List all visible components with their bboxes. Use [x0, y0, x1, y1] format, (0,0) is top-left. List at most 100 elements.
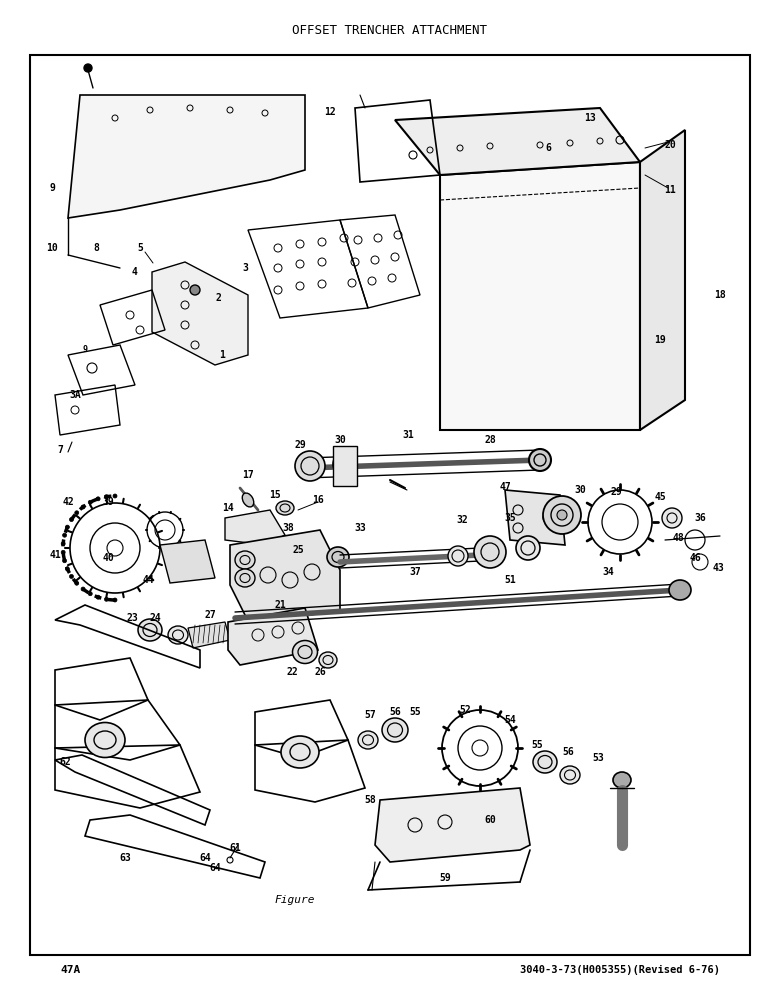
Text: 47: 47 [499, 482, 511, 492]
Ellipse shape [327, 547, 349, 567]
Text: 35: 35 [504, 513, 516, 523]
Ellipse shape [295, 451, 325, 481]
Text: 55: 55 [410, 707, 421, 717]
Ellipse shape [557, 510, 567, 520]
Text: 30: 30 [334, 435, 346, 445]
Polygon shape [188, 622, 230, 648]
Text: 17: 17 [242, 470, 254, 480]
Text: 51: 51 [504, 575, 516, 585]
Polygon shape [160, 540, 215, 583]
Ellipse shape [516, 536, 540, 560]
Ellipse shape [613, 772, 631, 788]
Text: 43: 43 [712, 563, 724, 573]
Text: 22: 22 [286, 667, 298, 677]
Text: 47A: 47A [60, 965, 80, 975]
Circle shape [88, 592, 92, 596]
Ellipse shape [276, 501, 294, 515]
Circle shape [81, 587, 85, 591]
Text: 7: 7 [57, 445, 63, 455]
Polygon shape [375, 788, 530, 862]
Ellipse shape [662, 508, 682, 528]
Circle shape [84, 64, 92, 72]
Text: 13: 13 [584, 113, 596, 123]
Text: 3040-3-73(H005355)(Revised 6-76): 3040-3-73(H005355)(Revised 6-76) [520, 965, 720, 975]
Text: 42: 42 [62, 497, 74, 507]
Circle shape [75, 581, 79, 585]
Text: 11: 11 [664, 185, 676, 195]
Ellipse shape [543, 496, 581, 534]
Text: 23: 23 [126, 613, 138, 623]
Text: 57: 57 [364, 710, 376, 720]
Text: 33: 33 [354, 523, 366, 533]
Text: 8: 8 [93, 243, 99, 253]
Text: 37: 37 [410, 567, 421, 577]
Ellipse shape [292, 641, 317, 664]
Text: 24: 24 [149, 613, 161, 623]
Text: 48: 48 [672, 533, 684, 543]
Ellipse shape [243, 493, 254, 507]
Text: 29: 29 [610, 487, 622, 497]
Ellipse shape [168, 626, 188, 644]
Text: 25: 25 [292, 545, 304, 555]
Text: 61: 61 [229, 843, 241, 853]
Text: 1: 1 [219, 350, 225, 360]
Circle shape [66, 567, 69, 571]
Circle shape [62, 559, 66, 563]
Ellipse shape [358, 731, 378, 749]
Ellipse shape [333, 452, 357, 476]
Circle shape [96, 497, 100, 501]
Text: 40: 40 [102, 553, 114, 563]
Text: 15: 15 [269, 490, 281, 500]
Text: 52: 52 [459, 705, 471, 715]
Circle shape [61, 550, 66, 554]
Circle shape [66, 525, 69, 529]
Text: 5: 5 [137, 243, 143, 253]
Text: 26: 26 [314, 667, 326, 677]
Polygon shape [230, 530, 340, 625]
Circle shape [105, 495, 108, 499]
Text: 56: 56 [389, 707, 401, 717]
Text: 10: 10 [46, 243, 58, 253]
Ellipse shape [85, 722, 125, 758]
Circle shape [113, 494, 117, 498]
Polygon shape [640, 130, 685, 430]
Text: 46: 46 [689, 553, 701, 563]
Text: 18: 18 [714, 290, 726, 300]
Text: 58: 58 [364, 795, 376, 805]
Polygon shape [228, 608, 318, 665]
Text: 3: 3 [242, 263, 248, 273]
Ellipse shape [319, 652, 337, 668]
Polygon shape [440, 162, 640, 430]
Text: 9: 9 [83, 346, 87, 355]
Ellipse shape [382, 718, 408, 742]
Text: OFFSET TRENCHER ATTACHMENT: OFFSET TRENCHER ATTACHMENT [292, 23, 488, 36]
Text: 32: 32 [456, 515, 468, 525]
Circle shape [113, 598, 117, 602]
Text: 62: 62 [59, 757, 71, 767]
Text: 44: 44 [142, 575, 154, 585]
Ellipse shape [138, 619, 162, 641]
Text: 2: 2 [215, 293, 221, 303]
Ellipse shape [281, 736, 319, 768]
Polygon shape [333, 446, 357, 486]
Circle shape [190, 285, 200, 295]
Ellipse shape [533, 751, 557, 773]
Text: 29: 29 [294, 440, 306, 450]
Text: 64: 64 [209, 863, 221, 873]
Text: 63: 63 [119, 853, 131, 863]
Circle shape [81, 505, 85, 509]
Ellipse shape [448, 546, 468, 566]
Text: 38: 38 [282, 523, 294, 533]
Text: 55: 55 [531, 740, 543, 750]
Ellipse shape [235, 569, 255, 587]
Text: 54: 54 [504, 715, 516, 725]
Text: 34: 34 [602, 567, 614, 577]
Text: 14: 14 [222, 503, 234, 513]
Ellipse shape [560, 766, 580, 784]
Ellipse shape [669, 580, 691, 600]
Circle shape [88, 500, 92, 504]
Polygon shape [395, 108, 640, 175]
Text: 27: 27 [204, 610, 216, 620]
Polygon shape [68, 95, 305, 218]
Text: 60: 60 [484, 815, 496, 825]
